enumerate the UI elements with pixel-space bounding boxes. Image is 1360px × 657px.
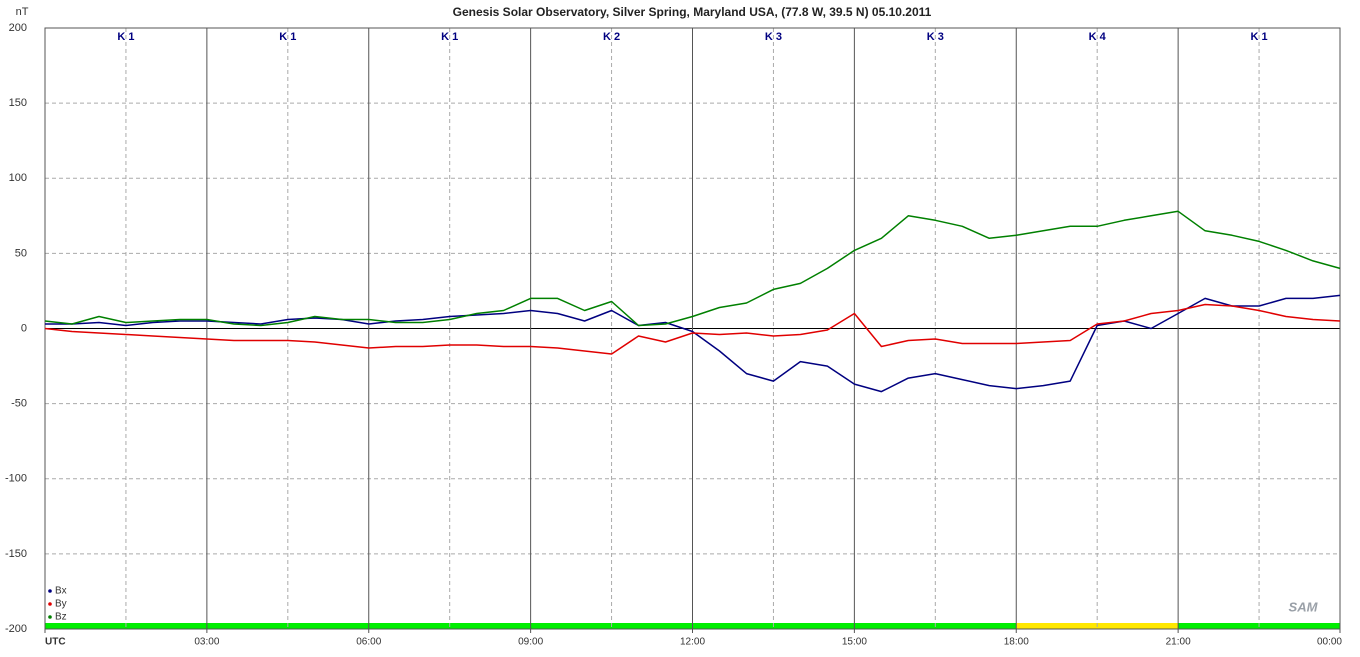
x-tick-label: 00:00 bbox=[1317, 637, 1342, 648]
y-axis-label: nT bbox=[16, 6, 29, 18]
x-tick-label: 21:00 bbox=[1166, 637, 1191, 648]
legend-marker bbox=[48, 589, 52, 593]
legend-marker bbox=[48, 602, 52, 606]
y-tick-label: 100 bbox=[9, 172, 27, 184]
logo: SAM bbox=[1289, 599, 1319, 614]
series-line bbox=[44, 303, 1341, 355]
y-tick-label: -50 bbox=[11, 398, 27, 410]
x-tick-label: 03:00 bbox=[194, 637, 219, 648]
x-tick-label: 06:00 bbox=[356, 637, 381, 648]
y-tick-label: 200 bbox=[9, 22, 27, 34]
y-tick-label: 50 bbox=[15, 247, 27, 259]
x-tick-label: 15:00 bbox=[842, 637, 867, 648]
x-tick-label: 09:00 bbox=[518, 637, 543, 648]
y-tick-label: 0 bbox=[21, 322, 27, 334]
legend-label: By bbox=[55, 599, 67, 610]
y-tick-label: -200 bbox=[5, 623, 27, 635]
legend-label: Bz bbox=[55, 612, 67, 623]
y-tick-label: 150 bbox=[9, 97, 27, 109]
chart-title: Genesis Solar Observatory, Silver Spring… bbox=[453, 5, 932, 19]
x-tick-label: 18:00 bbox=[1004, 637, 1029, 648]
y-tick-label: -150 bbox=[5, 548, 27, 560]
y-tick-label: -100 bbox=[5, 473, 27, 485]
legend-marker bbox=[48, 615, 52, 619]
x-tick-label: UTC bbox=[45, 637, 66, 648]
series-line bbox=[44, 210, 1341, 327]
x-tick-label: 12:00 bbox=[680, 637, 705, 648]
legend-label: Bx bbox=[55, 586, 67, 597]
